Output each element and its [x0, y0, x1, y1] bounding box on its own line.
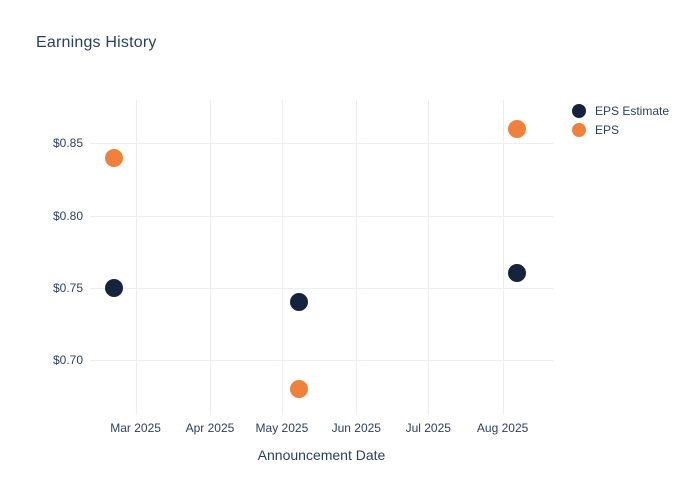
x-gridline — [502, 100, 504, 415]
legend-label-eps-estimate: EPS Estimate — [595, 104, 670, 118]
point-eps-estimate-2[interactable] — [508, 264, 526, 283]
point-eps-estimate-1[interactable] — [289, 293, 308, 312]
legend-label-eps: EPS — [595, 123, 620, 137]
point-eps-2[interactable] — [508, 119, 526, 138]
legend-marker-eps-icon — [572, 123, 586, 137]
x-gridline — [356, 100, 358, 415]
y-tick-label: $0.70 — [52, 353, 83, 368]
plot-area[interactable] — [90, 100, 553, 415]
chart-title: Earnings History — [36, 34, 157, 51]
y-gridline — [90, 215, 553, 217]
x-gridline — [135, 100, 137, 415]
legend-item-eps-estimate[interactable]: EPS Estimate — [572, 104, 669, 118]
x-gridline — [428, 100, 430, 415]
x-tick-label: Apr 2025 — [185, 421, 235, 435]
legend-marker-eps-estimate-icon — [572, 104, 586, 118]
y-tick-label: $0.85 — [52, 136, 83, 151]
y-gridline — [90, 143, 553, 145]
y-gridline — [90, 287, 553, 289]
x-tick-label: May 2025 — [255, 421, 309, 435]
x-tick-label: Aug 2025 — [476, 421, 529, 435]
point-eps-1[interactable] — [289, 379, 308, 398]
point-eps-0[interactable] — [104, 148, 123, 167]
x-gridline — [281, 100, 283, 415]
x-tick-label: Mar 2025 — [110, 421, 161, 435]
point-eps-estimate-0[interactable] — [104, 278, 123, 297]
x-tick-label: Jun 2025 — [331, 421, 381, 435]
x-axis-title: Announcement Date — [257, 447, 386, 463]
legend-item-eps[interactable]: EPS — [572, 123, 669, 137]
x-tick-label: Jul 2025 — [405, 421, 451, 435]
x-gridline — [209, 100, 211, 415]
legend: EPS Estimate EPS — [572, 104, 669, 137]
y-gridline — [90, 360, 553, 362]
y-tick-label: $0.80 — [52, 208, 83, 223]
y-tick-label: $0.75 — [52, 280, 83, 295]
